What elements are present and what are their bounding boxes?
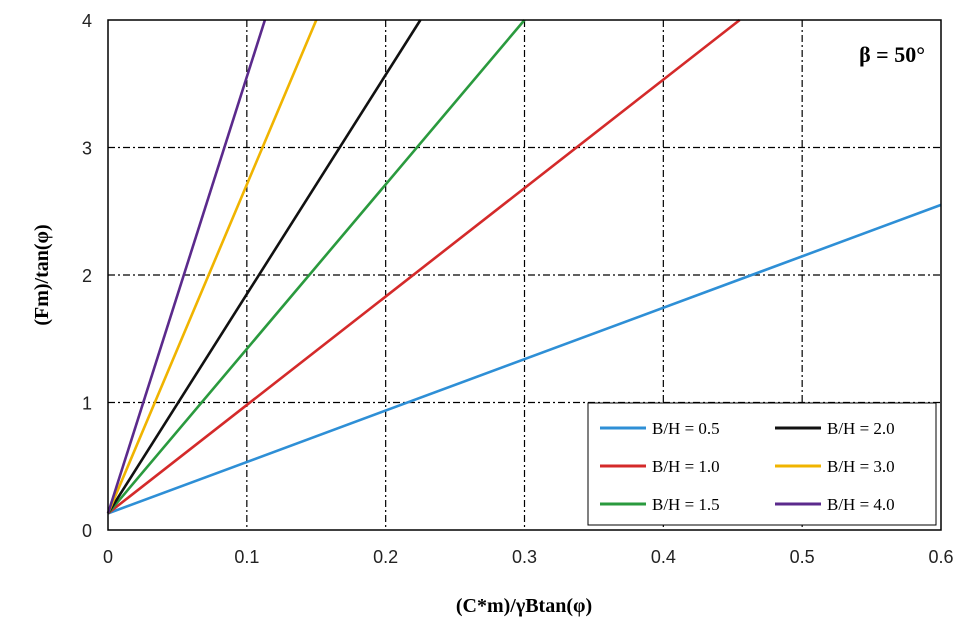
series-line — [106, 19, 318, 514]
legend-label: B/H = 4.0 — [827, 495, 895, 514]
series-line — [106, 19, 267, 514]
series-lines — [106, 18, 942, 515]
y-axis-title: (Fm)/tan(φ) — [31, 224, 53, 325]
y-tick-label: 4 — [82, 11, 92, 31]
y-tick-labels: 0 1 2 3 4 — [82, 11, 92, 541]
x-tick-label: 0.1 — [234, 547, 259, 567]
series-line — [106, 19, 422, 515]
legend-label: B/H = 1.5 — [652, 495, 720, 514]
x-tick-labels: 0 0.1 0.2 0.3 0.4 0.5 0.6 — [103, 547, 954, 567]
x-tick-label: 0.6 — [928, 547, 953, 567]
grid-lines — [108, 20, 941, 530]
x-tick-label: 0.5 — [790, 547, 815, 567]
series-line — [107, 18, 741, 515]
beta-annotation: β = 50° — [859, 42, 925, 67]
x-tick-label: 0.2 — [373, 547, 398, 567]
x-tick-label: 0.4 — [651, 547, 676, 567]
y-tick-label: 3 — [82, 139, 92, 159]
x-axis-title: (C*m)/γBtan(φ) — [456, 595, 592, 617]
series-line — [107, 203, 942, 515]
series-line — [107, 19, 526, 515]
legend-label: B/H = 1.0 — [652, 457, 720, 476]
x-tick-label: 0.3 — [512, 547, 537, 567]
y-tick-label: 1 — [82, 394, 92, 414]
legend-label: B/H = 0.5 — [652, 419, 720, 438]
legend: B/H = 0.5 B/H = 1.0 B/H = 1.5 B/H = 2.0 B/H … — [587, 402, 937, 526]
x-tick-label: 0 — [103, 547, 113, 567]
y-tick-label: 2 — [82, 266, 92, 286]
plot-frame — [107, 19, 942, 531]
y-tick-label: 0 — [82, 521, 92, 541]
legend-label: B/H = 3.0 — [827, 457, 895, 476]
legend-label: B/H = 2.0 — [827, 419, 895, 438]
